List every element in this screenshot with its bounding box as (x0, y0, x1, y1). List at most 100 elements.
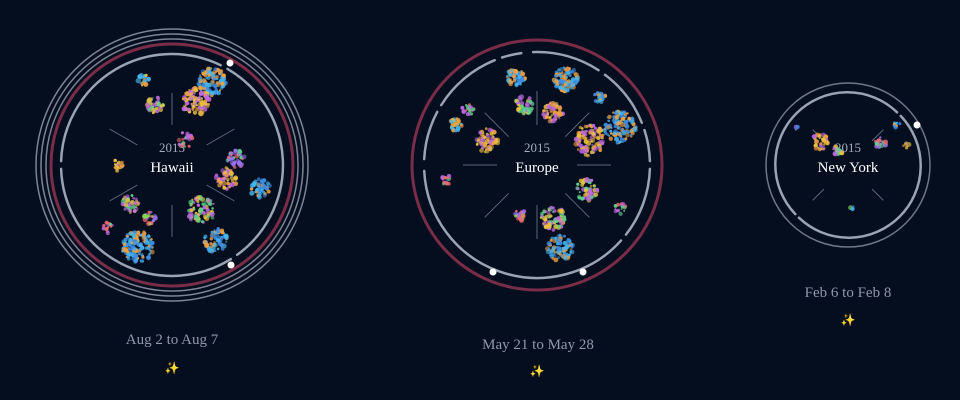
photo-dot (520, 101, 525, 106)
photo-dot (226, 160, 229, 163)
photo-dot (156, 102, 159, 105)
photo-dot (183, 136, 187, 140)
photo-dot (573, 72, 580, 78)
photo-dot (620, 208, 623, 210)
photo-dot (191, 200, 194, 203)
photo-dot (260, 188, 264, 192)
photo-dot (265, 181, 270, 186)
spoke-line (871, 188, 884, 201)
photo-dot (547, 247, 551, 250)
day-marker[interactable] (226, 59, 234, 67)
photo-dot (598, 126, 602, 130)
photo-dot (582, 134, 585, 137)
photo-dot (212, 76, 217, 81)
sparkles-icon[interactable]: ✨ (840, 313, 856, 327)
photo-dot (201, 71, 206, 76)
photo-dot (629, 133, 633, 137)
photo-dot (201, 83, 206, 87)
photo-dot (484, 145, 488, 149)
photo-dot (876, 138, 882, 143)
photo-dot (228, 154, 231, 157)
photo-dot (593, 146, 598, 152)
photo-dot (468, 109, 472, 113)
photo-dot (607, 119, 610, 123)
photo-dot (141, 76, 144, 79)
photo-dot (851, 205, 855, 209)
photo-dot (232, 160, 237, 165)
photo-dot (576, 133, 582, 138)
sparkles-icon[interactable]: ✨ (164, 361, 180, 375)
photo-dot (198, 85, 203, 91)
photo-dot (507, 78, 510, 81)
day-marker[interactable] (913, 121, 921, 129)
photo-dot (262, 190, 266, 194)
photo-dot (125, 255, 128, 259)
photo-dot (199, 197, 203, 201)
photo-dot (146, 240, 150, 244)
photo-dot (181, 106, 187, 112)
photo-dot (447, 182, 451, 186)
photo-dot (558, 111, 563, 117)
photo-dot (558, 108, 562, 112)
trip-date-range[interactable]: Feb 6 to Feb 8 (804, 285, 892, 301)
photo-dot (223, 81, 228, 85)
photo-dot (460, 105, 465, 110)
photo-dot (553, 209, 557, 213)
photo-dot (264, 185, 270, 191)
photo-dot (549, 110, 553, 114)
spoke-line (206, 184, 235, 202)
photo-dot (588, 130, 592, 135)
photo-dot (199, 78, 204, 84)
sparkles-icon[interactable]: ✨ (529, 364, 545, 378)
photo-dot (113, 158, 117, 163)
day-marker[interactable] (579, 268, 587, 276)
photo-dot (201, 202, 205, 206)
trip-date-range[interactable]: May 21 to May 28 (482, 337, 594, 353)
photo-dot (229, 156, 234, 161)
photo-dot (554, 79, 559, 83)
photo-dot (150, 215, 153, 218)
trip-date-range[interactable]: Aug 2 to Aug 7 (125, 332, 219, 348)
photo-dot (585, 196, 589, 201)
photo-dot (613, 117, 616, 120)
photo-dot (204, 95, 210, 101)
photo-dot (624, 124, 630, 129)
photo-dot (449, 126, 454, 130)
photo-dot (131, 233, 137, 239)
photo-dot (606, 124, 611, 130)
photo-dot (192, 104, 196, 109)
photo-dot (105, 221, 109, 225)
photo-dot (563, 234, 566, 238)
spoke-line (564, 192, 590, 218)
photo-dot (546, 104, 551, 110)
photo-dot (255, 188, 259, 191)
day-arc (774, 91, 899, 216)
photo-dot (184, 91, 188, 96)
photo-dot (520, 71, 526, 77)
photo-dot (480, 129, 483, 133)
photo-dot (882, 139, 889, 145)
photo-dot (239, 150, 243, 154)
photo-dot (126, 257, 131, 261)
photo-dot (527, 106, 531, 111)
photo-dot (148, 222, 152, 226)
photo-dot (595, 188, 600, 192)
photo-dot (256, 181, 259, 184)
photo-dot (613, 209, 618, 214)
photo-dot (195, 197, 198, 200)
photo-dot (213, 249, 217, 252)
photo-dot (542, 109, 545, 113)
photo-dot (898, 122, 902, 126)
photo-dot (159, 104, 163, 108)
photo-dot (619, 119, 623, 123)
photo-dot (187, 208, 191, 213)
day-marker[interactable] (489, 268, 497, 276)
day-marker[interactable] (227, 261, 235, 269)
photo-dot (595, 99, 600, 104)
photo-dot (594, 130, 598, 133)
photo-dot (597, 95, 601, 100)
